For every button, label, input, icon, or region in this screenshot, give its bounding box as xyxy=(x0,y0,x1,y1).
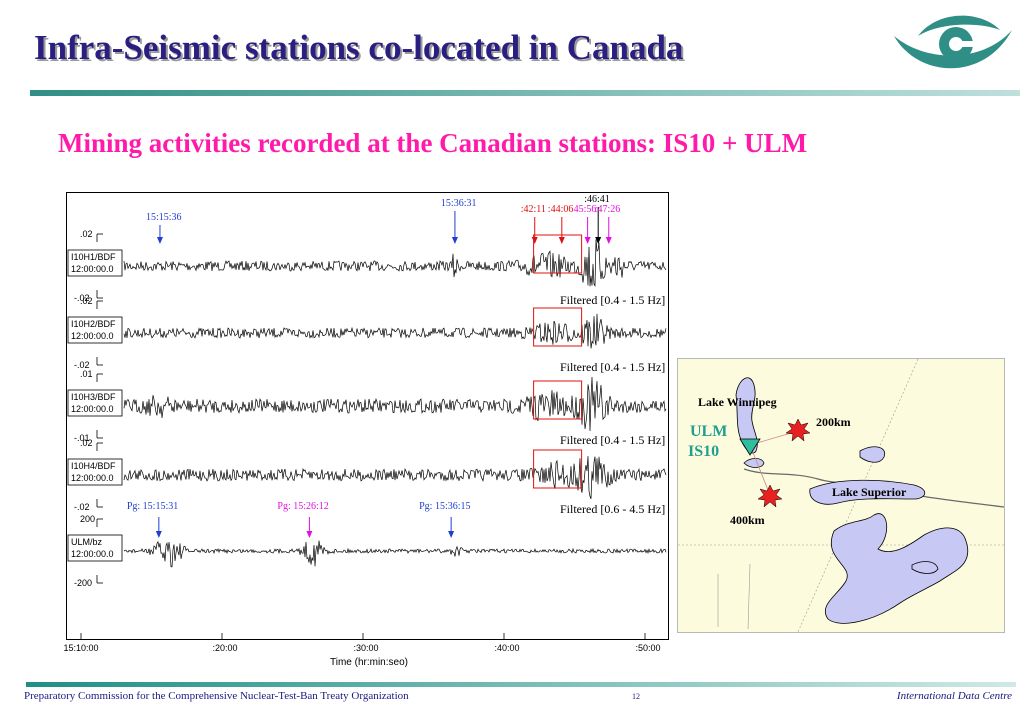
highlight-box xyxy=(533,449,583,489)
channel-label-box xyxy=(67,249,123,277)
x-tick-label: :50:00 xyxy=(635,643,661,653)
arrival-label: :46:41 xyxy=(584,194,610,205)
channel-time: 12:00:00.0 xyxy=(71,549,114,559)
arrival-label: :47:26 xyxy=(595,204,621,215)
arrival-label: 15:36:31 xyxy=(441,198,477,209)
arrival-arrow xyxy=(605,237,612,244)
channel-time: 12:00:00.0 xyxy=(71,473,114,483)
event-star-icon xyxy=(785,418,811,442)
footer-organization: Preparatory Commission for the Comprehen… xyxy=(24,690,409,702)
title-divider xyxy=(30,90,1020,96)
channel-name: I10H4/BDF xyxy=(71,461,116,471)
arrival-arrow xyxy=(595,237,602,244)
arrival-arrow xyxy=(451,237,458,244)
y-tick-label: -.02 xyxy=(74,360,90,370)
channel-label-box xyxy=(67,458,123,486)
arrival-label: Pg: 15:36:15 xyxy=(419,501,470,512)
arrival-arrow xyxy=(306,531,313,538)
arrival-arrow xyxy=(156,237,163,244)
lake-superior-label: Lake Superior xyxy=(832,485,907,499)
is10-label: IS10 xyxy=(688,443,720,460)
x-tick-label: :40:00 xyxy=(494,643,520,653)
x-tick-label: :30:00 xyxy=(353,643,379,653)
channel-name: I10H1/BDF xyxy=(71,252,116,262)
seismogram-plot: .02 -.02 I10H1/BDF 12:00:00.0 Filtered [0.4 … xyxy=(66,192,669,640)
y-tick-label: -.01 xyxy=(74,433,90,443)
waveform-trace xyxy=(123,456,667,500)
arrival-label: :44:06 xyxy=(548,204,574,215)
ctbto-eye-logo-icon xyxy=(894,15,1012,69)
filter-label: Filtered [0.6 - 4.5 Hz] xyxy=(560,502,665,516)
filter-label: Filtered [0.4 - 1.5 Hz] xyxy=(560,293,665,307)
distance-400km-label: 400km xyxy=(730,513,765,527)
distance-200km-label: 200km xyxy=(816,415,851,429)
y-tick-label: 200 xyxy=(80,514,95,524)
footer-centre: International Data Centre xyxy=(896,690,1012,702)
channel-name: I10H3/BDF xyxy=(71,392,116,402)
y-tick-label: -.02 xyxy=(74,293,90,303)
channel-time: 12:00:00.0 xyxy=(71,264,114,274)
waveform-trace xyxy=(123,313,667,349)
channel-time: 12:00:00.0 xyxy=(71,404,114,414)
small-lake-shape xyxy=(743,458,765,468)
slide-subtitle: Mining activities recorded at the Canadi… xyxy=(58,128,808,158)
y-tick-label: .02 xyxy=(80,438,93,448)
ulm-is10-station-icon xyxy=(739,438,761,456)
waveform-trace xyxy=(123,239,667,287)
page-number: 12 xyxy=(632,692,640,701)
x-axis-label: Time (hr:min:seo) xyxy=(330,657,408,668)
footer-divider xyxy=(26,682,1016,687)
arrival-label: Pg: 15:26:12 xyxy=(277,501,328,512)
lake-winnipeg-label: Lake Winnipeg xyxy=(698,395,777,409)
x-tick-label: :20:00 xyxy=(212,643,238,653)
y-tick-label: .02 xyxy=(80,296,93,306)
channel-name: ULM/bz xyxy=(71,537,103,547)
slide-title: Infra-Seismic stations co-located in Can… xyxy=(34,28,684,67)
map-drawing xyxy=(678,359,1004,632)
arrival-arrow xyxy=(531,237,538,244)
arrival-label: 45:56 xyxy=(574,204,597,215)
filter-label: Filtered [0.4 - 1.5 Hz] xyxy=(560,360,665,374)
waveform-trace xyxy=(123,540,667,568)
arrival-arrow xyxy=(584,237,591,244)
x-tick-label: 15:10:00 xyxy=(63,643,99,653)
channel-label-box xyxy=(67,534,123,562)
waveform-trace xyxy=(123,376,667,432)
lake-superior-shape xyxy=(809,479,926,505)
arrival-arrow xyxy=(448,531,455,538)
lake-winnipeg-shape xyxy=(735,377,758,454)
y-tick-label: -.02 xyxy=(74,502,90,512)
great-lakes-shape xyxy=(825,446,969,624)
highlight-box xyxy=(533,380,583,420)
y-tick-label: .02 xyxy=(80,229,93,239)
highlight-box xyxy=(533,307,583,347)
y-tick-label: -200 xyxy=(74,578,92,588)
arrival-label: 15:15:36 xyxy=(146,212,182,223)
arrival-label: Pg: 15:15:31 xyxy=(127,501,178,512)
arrival-arrow xyxy=(155,531,162,538)
filter-label: Filtered [0.4 - 1.5 Hz] xyxy=(560,433,665,447)
event-star-icon xyxy=(757,484,783,508)
channel-label-box xyxy=(67,389,123,417)
highlight-box xyxy=(533,234,583,274)
channel-time: 12:00:00.0 xyxy=(71,331,114,341)
arrival-arrow xyxy=(558,237,565,244)
y-tick-label: .01 xyxy=(80,369,93,379)
arrival-label: :42:11 xyxy=(521,204,546,215)
channel-label-box xyxy=(67,316,123,344)
ulm-label: ULM xyxy=(690,423,728,440)
region-map: Lake Winnipeg ULM IS10 200km Lake Superi… xyxy=(677,358,1005,633)
channel-name: I10H2/BDF xyxy=(71,319,116,329)
